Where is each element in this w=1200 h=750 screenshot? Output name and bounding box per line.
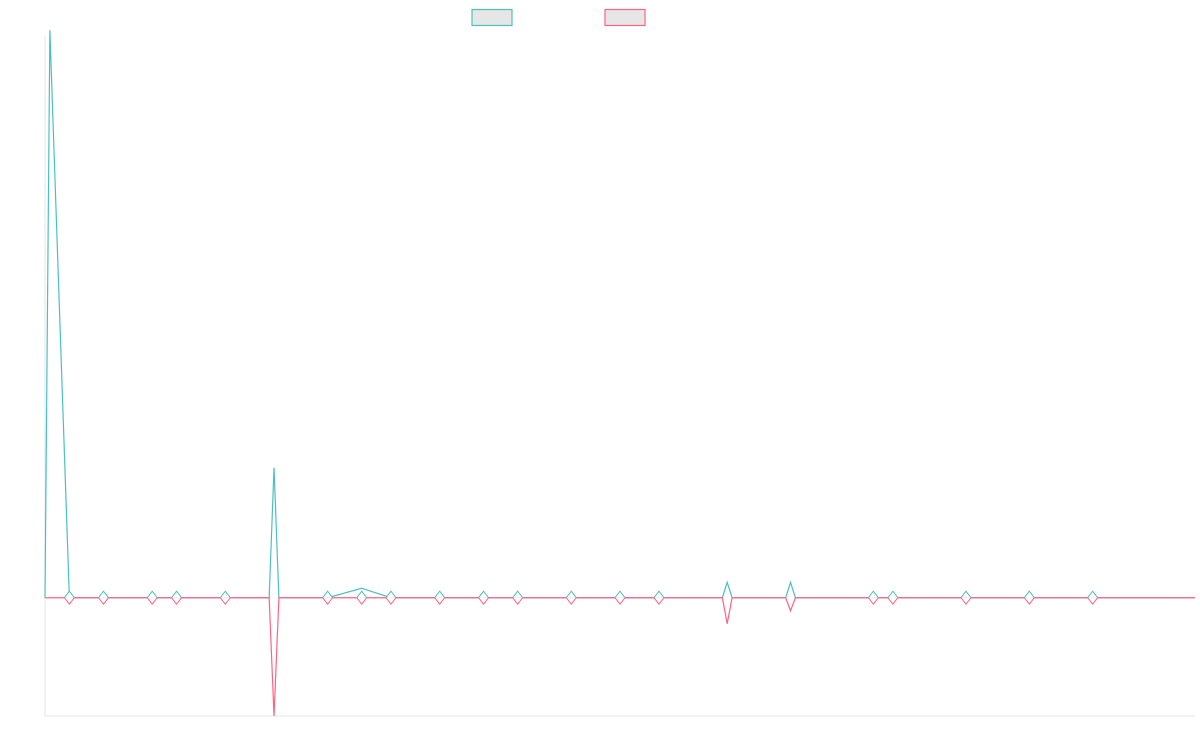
marker-layer — [63, 590, 1099, 606]
marker-bottom-half — [512, 597, 524, 606]
marker-top-half — [1023, 590, 1035, 599]
marker-top-half — [960, 590, 972, 599]
marker-bottom-half — [434, 597, 446, 606]
marker-bottom-half — [960, 597, 972, 606]
series-line-1 — [44, 30, 1195, 599]
marker-top-half — [478, 590, 489, 599]
marker-top-half — [171, 590, 182, 599]
marker-top-half — [63, 590, 75, 599]
marker-bottom-half — [565, 597, 577, 606]
data-point-marker — [867, 590, 879, 606]
marker-bottom-half — [653, 597, 665, 606]
data-point-marker — [63, 590, 75, 606]
data-point-marker — [356, 590, 368, 606]
data-point-marker — [512, 590, 524, 606]
marker-top-half — [98, 590, 109, 599]
marker-bottom-half — [322, 597, 334, 606]
marker-bottom-half — [614, 597, 626, 606]
data-point-marker — [1023, 590, 1035, 606]
marker-top-half — [653, 590, 665, 599]
data-point-marker — [960, 590, 972, 606]
marker-bottom-half — [385, 597, 397, 606]
data-point-marker — [434, 590, 446, 606]
marker-top-half — [1087, 590, 1099, 599]
data-point-marker — [614, 590, 626, 606]
data-point-marker — [565, 590, 577, 606]
marker-top-half — [512, 590, 524, 599]
legend — [471, 8, 646, 27]
marker-top-half — [385, 590, 397, 599]
legend-swatch-series-1[interactable] — [471, 8, 513, 27]
marker-bottom-half — [63, 597, 75, 606]
marker-bottom-half — [867, 597, 879, 606]
marker-bottom-half — [98, 597, 109, 606]
marker-top-half — [434, 590, 446, 599]
marker-top-half — [146, 590, 158, 599]
series-line-2 — [45, 597, 1195, 717]
marker-top-half — [322, 590, 334, 599]
data-point-marker — [322, 590, 334, 606]
data-point-marker — [1087, 590, 1099, 606]
legend-swatch-series-2[interactable] — [604, 8, 646, 27]
data-point-marker — [478, 590, 489, 606]
data-point-marker — [146, 590, 158, 606]
marker-top-half — [887, 590, 899, 599]
data-point-marker — [98, 590, 109, 606]
data-point-marker — [653, 590, 665, 606]
marker-bottom-half — [478, 597, 489, 606]
marker-bottom-half — [171, 597, 182, 606]
marker-bottom-half — [1087, 597, 1099, 606]
marker-top-half — [565, 590, 577, 599]
marker-bottom-half — [356, 597, 368, 606]
marker-bottom-half — [146, 597, 158, 606]
data-point-marker — [171, 590, 182, 606]
marker-bottom-half — [1023, 597, 1035, 606]
data-point-marker — [887, 590, 899, 606]
marker-top-half — [614, 590, 626, 599]
marker-top-half — [356, 590, 368, 599]
marker-bottom-half — [887, 597, 899, 606]
marker-top-half — [867, 590, 879, 599]
data-point-marker — [385, 590, 397, 606]
marker-bottom-half — [219, 597, 231, 606]
marker-top-half — [219, 590, 231, 599]
series-layer — [44, 30, 1195, 717]
data-point-marker — [219, 590, 231, 606]
axes — [44, 36, 1195, 717]
